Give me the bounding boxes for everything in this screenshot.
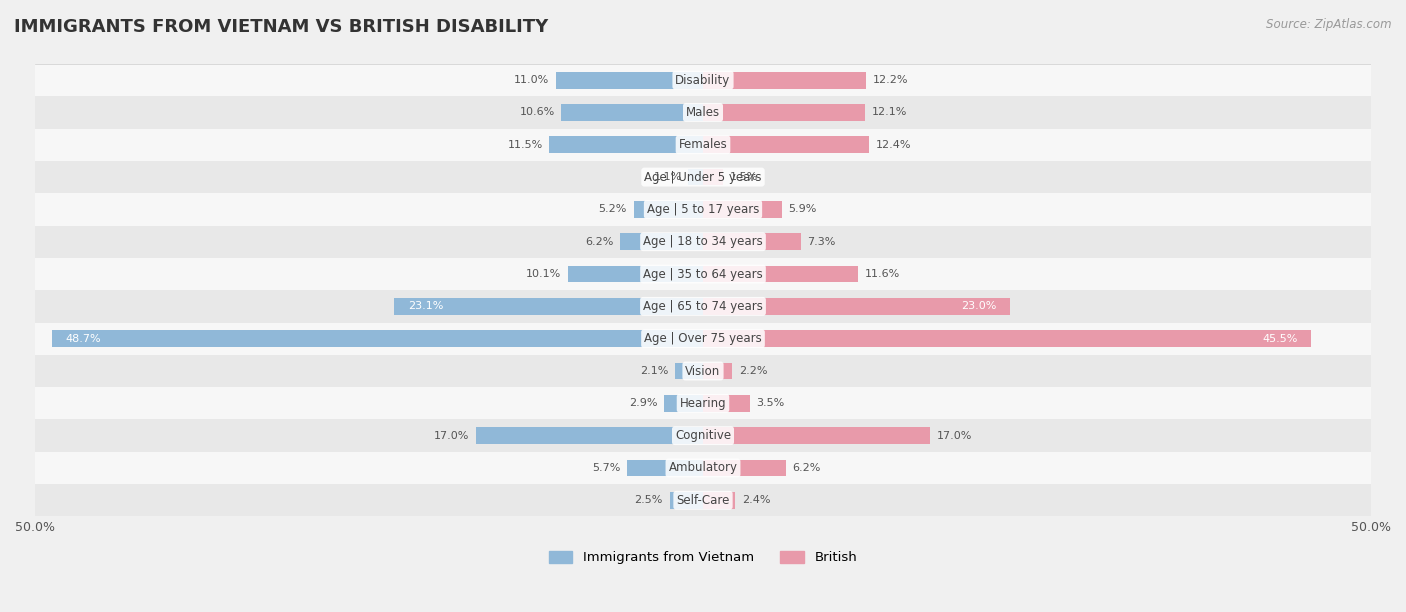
Text: 11.6%: 11.6% — [865, 269, 900, 279]
Bar — [35, 258, 1371, 290]
Text: 5.9%: 5.9% — [789, 204, 817, 214]
Bar — [35, 452, 1371, 484]
Bar — [475, 427, 703, 444]
Bar — [703, 330, 1310, 347]
Bar — [703, 492, 735, 509]
Text: Males: Males — [686, 106, 720, 119]
Text: 1.5%: 1.5% — [730, 172, 758, 182]
Bar — [561, 104, 703, 121]
Text: Age | 35 to 64 years: Age | 35 to 64 years — [643, 267, 763, 280]
Bar — [35, 419, 1371, 452]
Bar — [35, 355, 1371, 387]
Text: 11.5%: 11.5% — [508, 140, 543, 150]
Text: 2.9%: 2.9% — [628, 398, 658, 408]
Bar — [627, 460, 703, 476]
Text: Hearing: Hearing — [679, 397, 727, 410]
Bar — [52, 330, 703, 347]
Text: 17.0%: 17.0% — [434, 431, 470, 441]
Bar — [703, 201, 782, 218]
Bar — [703, 233, 800, 250]
Bar — [555, 72, 703, 89]
Bar — [703, 266, 858, 283]
Bar — [550, 136, 703, 153]
Text: 6.2%: 6.2% — [585, 237, 613, 247]
Text: 23.1%: 23.1% — [408, 301, 443, 312]
Bar — [703, 136, 869, 153]
Text: Disability: Disability — [675, 73, 731, 87]
Text: Age | Under 5 years: Age | Under 5 years — [644, 171, 762, 184]
Text: 6.2%: 6.2% — [793, 463, 821, 473]
Bar — [703, 298, 1011, 315]
Bar — [35, 129, 1371, 161]
Text: Females: Females — [679, 138, 727, 151]
Bar — [703, 427, 931, 444]
Bar — [675, 362, 703, 379]
Text: 3.5%: 3.5% — [756, 398, 785, 408]
Bar — [568, 266, 703, 283]
Bar — [669, 492, 703, 509]
Text: 10.6%: 10.6% — [519, 108, 555, 118]
Bar — [395, 298, 703, 315]
Bar — [35, 226, 1371, 258]
Text: 23.0%: 23.0% — [962, 301, 997, 312]
Bar — [703, 362, 733, 379]
Bar — [35, 193, 1371, 226]
Text: 2.1%: 2.1% — [640, 366, 668, 376]
Text: Self-Care: Self-Care — [676, 494, 730, 507]
Text: 1.1%: 1.1% — [654, 172, 682, 182]
Text: 5.2%: 5.2% — [599, 204, 627, 214]
Bar — [35, 161, 1371, 193]
Text: IMMIGRANTS FROM VIETNAM VS BRITISH DISABILITY: IMMIGRANTS FROM VIETNAM VS BRITISH DISAB… — [14, 18, 548, 36]
Bar — [689, 169, 703, 185]
Bar — [703, 395, 749, 412]
Text: Age | 5 to 17 years: Age | 5 to 17 years — [647, 203, 759, 216]
Bar — [703, 169, 723, 185]
Bar — [35, 323, 1371, 355]
Text: 12.2%: 12.2% — [873, 75, 908, 85]
Bar — [35, 484, 1371, 517]
Text: 45.5%: 45.5% — [1263, 334, 1298, 344]
Text: Cognitive: Cognitive — [675, 429, 731, 442]
Text: 17.0%: 17.0% — [936, 431, 972, 441]
Text: 12.1%: 12.1% — [872, 108, 907, 118]
Text: 2.5%: 2.5% — [634, 495, 662, 506]
Bar — [703, 460, 786, 476]
Bar — [664, 395, 703, 412]
Text: 10.1%: 10.1% — [526, 269, 561, 279]
Text: 12.4%: 12.4% — [876, 140, 911, 150]
Text: 2.2%: 2.2% — [740, 366, 768, 376]
Text: Ambulatory: Ambulatory — [668, 461, 738, 474]
Text: 7.3%: 7.3% — [807, 237, 835, 247]
Bar — [35, 387, 1371, 419]
Text: Age | 18 to 34 years: Age | 18 to 34 years — [643, 235, 763, 248]
Text: Age | 65 to 74 years: Age | 65 to 74 years — [643, 300, 763, 313]
Text: Age | Over 75 years: Age | Over 75 years — [644, 332, 762, 345]
Bar — [35, 64, 1371, 96]
Bar — [35, 290, 1371, 323]
Text: 2.4%: 2.4% — [742, 495, 770, 506]
Bar — [620, 233, 703, 250]
Text: 11.0%: 11.0% — [515, 75, 550, 85]
Text: 48.7%: 48.7% — [66, 334, 101, 344]
Bar — [703, 72, 866, 89]
Text: 5.7%: 5.7% — [592, 463, 620, 473]
Bar — [703, 104, 865, 121]
Text: Vision: Vision — [685, 365, 721, 378]
Bar — [634, 201, 703, 218]
Legend: Immigrants from Vietnam, British: Immigrants from Vietnam, British — [548, 551, 858, 564]
Bar — [35, 96, 1371, 129]
Text: Source: ZipAtlas.com: Source: ZipAtlas.com — [1267, 18, 1392, 31]
